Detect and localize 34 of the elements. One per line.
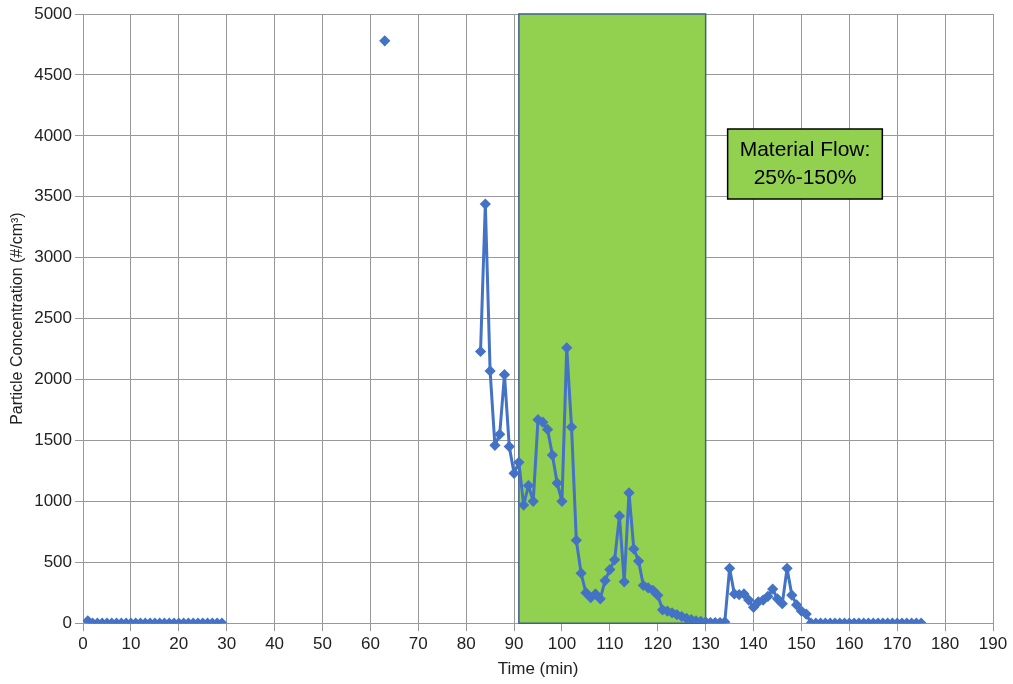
y-tick-label: 500 bbox=[43, 551, 73, 571]
y-tick-label: 5000 bbox=[34, 3, 73, 23]
x-tick-label: 160 bbox=[835, 634, 864, 654]
y-tick-label: 1000 bbox=[34, 491, 73, 511]
x-tick-label: 140 bbox=[739, 634, 768, 654]
x-tick-label: 40 bbox=[265, 634, 285, 654]
x-tick-label: 190 bbox=[978, 634, 1008, 654]
x-tick-label: 60 bbox=[360, 634, 380, 654]
x-tick-label: 30 bbox=[217, 634, 237, 654]
x-tick-label: 90 bbox=[504, 634, 524, 654]
x-tick-label: 80 bbox=[456, 634, 476, 654]
x-tick-label: 110 bbox=[596, 634, 624, 654]
x-tick-label: 130 bbox=[691, 634, 720, 654]
x-tick-label: 70 bbox=[408, 634, 428, 654]
y-tick-label: 4000 bbox=[34, 125, 73, 145]
y-axis-title: Particle Concentration (#/cm³) bbox=[8, 212, 26, 425]
x-tick-label: 170 bbox=[883, 634, 912, 654]
y-tick-label: 0 bbox=[62, 612, 73, 632]
x-tick-label: 120 bbox=[643, 634, 672, 654]
x-axis-title: Time (min) bbox=[497, 659, 579, 679]
x-tick-label: 20 bbox=[169, 634, 189, 654]
x-tick-label: 150 bbox=[787, 634, 816, 654]
x-tick-label: 50 bbox=[313, 634, 332, 654]
y-tick-label: 3000 bbox=[34, 247, 73, 267]
y-tick-label: 4500 bbox=[34, 64, 73, 84]
y-tick-label: 2500 bbox=[34, 308, 73, 328]
y-tick-label: 2000 bbox=[34, 369, 73, 389]
y-tick-label: 3500 bbox=[34, 186, 73, 206]
x-tick-label: 180 bbox=[930, 634, 960, 654]
x-tick-label: 100 bbox=[547, 634, 577, 654]
band-label: Material Flow: 25%-150% bbox=[739, 136, 871, 188]
x-tick-label: 0 bbox=[78, 634, 88, 654]
y-tick-label: 1500 bbox=[34, 430, 73, 450]
x-tick-label: 10 bbox=[121, 634, 141, 654]
